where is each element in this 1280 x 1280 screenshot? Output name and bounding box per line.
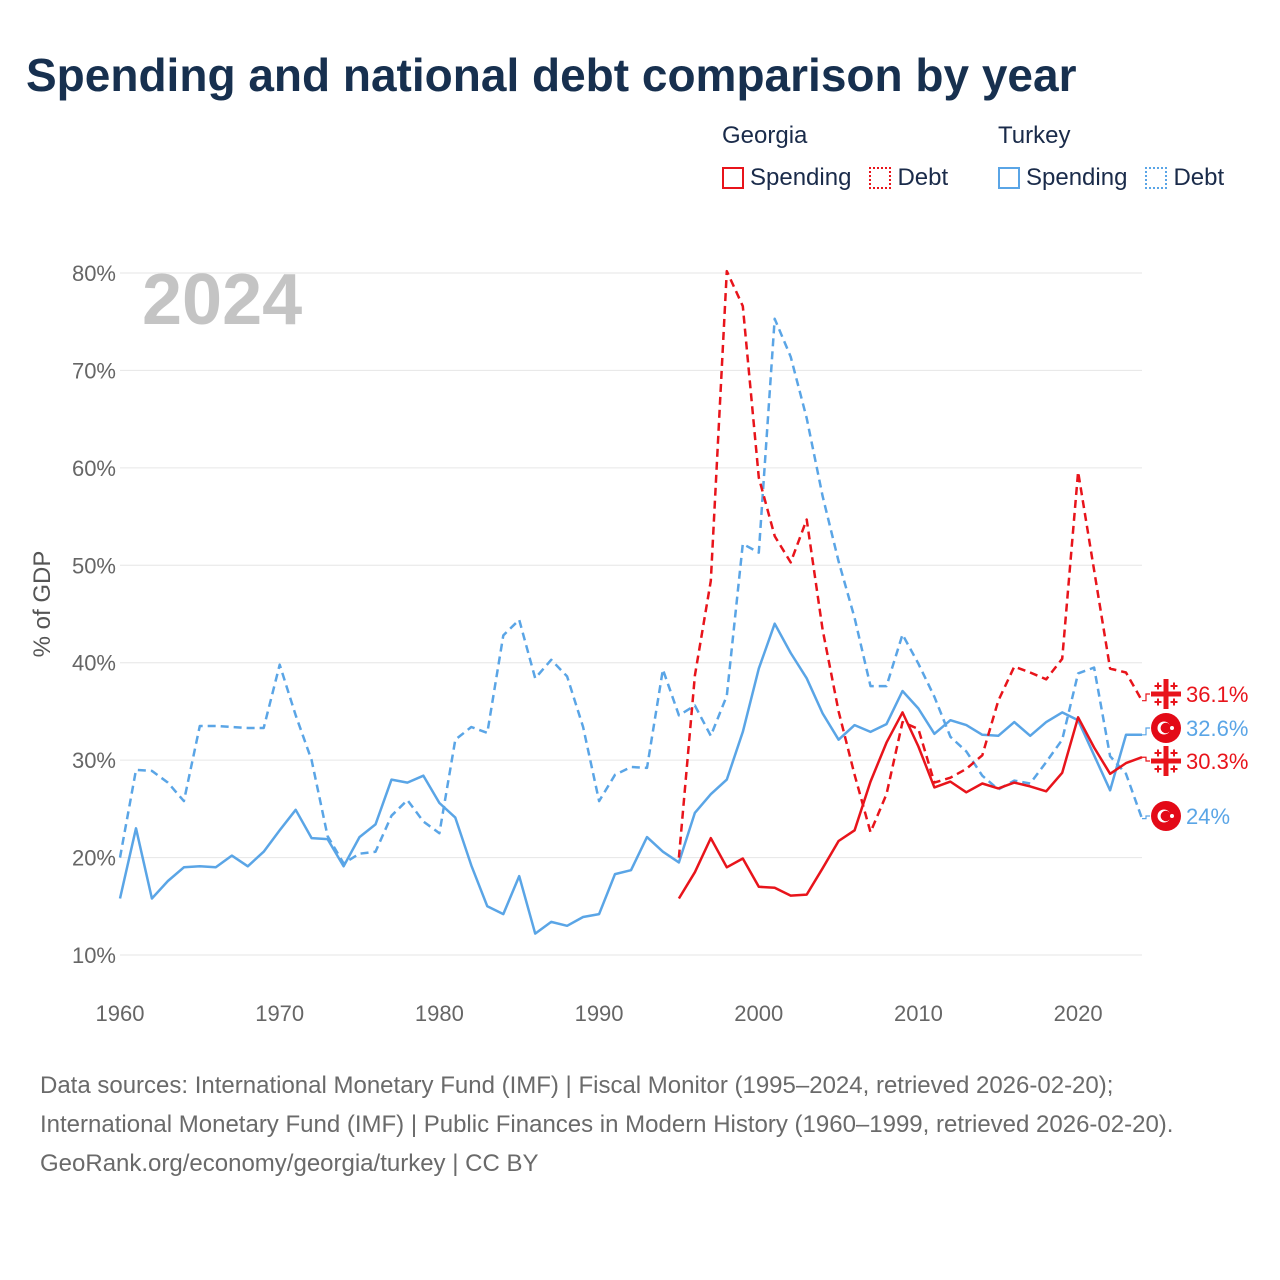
- legend-turkey-debt[interactable]: Debt: [1145, 164, 1224, 192]
- end-labels: 32.6% 24% 30.3% 36.1%: [1142, 679, 1248, 831]
- legend-solid-swatch-icon: [722, 167, 744, 189]
- y-tick-label: 20%: [72, 846, 116, 871]
- flag-small-cross: [1170, 685, 1178, 687]
- end-label-group: 24%: [1142, 801, 1230, 831]
- x-tick-label: 2020: [1054, 1001, 1103, 1026]
- year-watermark: 2024: [142, 260, 302, 340]
- legend-georgia: Georgia Spending Debt: [722, 122, 966, 192]
- flag-small-cross: [1154, 685, 1162, 687]
- chart-title: Spending and national debt comparison by…: [26, 49, 1077, 101]
- legend-georgia-debt[interactable]: Debt: [869, 164, 948, 192]
- legend-label: Spending: [1026, 164, 1128, 191]
- y-tick-label: 30%: [72, 748, 116, 773]
- series-line-georgia-spending[interactable]: [677, 711, 1143, 900]
- x-tick-label: 2010: [894, 1001, 943, 1026]
- x-tick-label: 1990: [575, 1001, 624, 1026]
- y-tick-label: 10%: [72, 943, 116, 968]
- x-tick-label: 2000: [734, 1001, 783, 1026]
- y-tick-label: 50%: [72, 553, 116, 578]
- x-tick-label: 1960: [96, 1001, 145, 1026]
- flag-small-cross: [1170, 701, 1178, 703]
- legend-dotted-swatch-icon: [1145, 167, 1168, 189]
- legend-label: Spending: [750, 164, 852, 191]
- flag-small-cross: [1154, 752, 1162, 754]
- credit-link[interactable]: GeoRank.org/economy/georgia/turkey | CC …: [40, 1150, 539, 1177]
- flag-small-cross: [1154, 701, 1162, 703]
- legend-dotted-swatch-icon: [869, 167, 892, 189]
- end-value-label: 32.6%: [1186, 716, 1248, 741]
- legend-solid-swatch-icon: [998, 167, 1020, 189]
- series-line-turkey-spending[interactable]: [118, 622, 1142, 935]
- y-axis-label: % of GDP: [29, 551, 56, 658]
- axes: 10% 20% 30% 40% 50% 60% 70% 80% 1960 1970 1980 1990…: [72, 261, 1103, 1026]
- legend-turkey-title: Turkey: [998, 122, 1071, 149]
- line-chart: 2024 % of GDP 10% 20% 30% 40% 50% 60% 70% 80% 19…: [29, 260, 1248, 1026]
- crescent-cut: [1160, 810, 1172, 822]
- end-label-connector: [1142, 815, 1150, 820]
- star-icon: [1170, 726, 1174, 730]
- end-value-label: 36.1%: [1186, 682, 1248, 707]
- y-tick-label: 80%: [72, 261, 116, 286]
- series-line-turkey-debt[interactable]: [118, 317, 1144, 865]
- footer: Data sources: International Monetary Fun…: [40, 1066, 1240, 1183]
- x-tick-label: 1970: [255, 1001, 304, 1026]
- series: [118, 269, 1144, 935]
- legend-turkey: Turkey Spending Debt: [998, 122, 1242, 192]
- crescent-cut: [1160, 722, 1172, 734]
- end-label-connector: [1142, 727, 1150, 736]
- legend-label: Debt: [897, 164, 949, 191]
- flag-small-cross: [1154, 768, 1162, 770]
- flag-small-cross: [1170, 768, 1178, 770]
- end-value-label: 24%: [1186, 804, 1230, 829]
- end-label-group: 36.1%: [1142, 679, 1248, 709]
- flag-cross-v: [1163, 746, 1169, 776]
- legend-georgia-title: Georgia: [722, 122, 808, 149]
- y-tick-label: 60%: [72, 456, 116, 481]
- flag-cross-v: [1163, 679, 1169, 709]
- series-line-georgia-debt[interactable]: [677, 269, 1144, 858]
- end-label-group: 32.6%: [1142, 713, 1248, 743]
- y-tick-label: 70%: [72, 358, 116, 383]
- legend-turkey-spending[interactable]: Spending: [998, 164, 1127, 192]
- x-tick-label: 1980: [415, 1001, 464, 1026]
- legend-label: Debt: [1173, 164, 1225, 191]
- end-label-group: 30.3%: [1142, 746, 1248, 776]
- end-label-connector: [1142, 756, 1150, 762]
- end-value-label: 30.3%: [1186, 749, 1248, 774]
- star-icon: [1170, 814, 1174, 818]
- y-tick-label: 40%: [72, 651, 116, 676]
- legend-georgia-spending[interactable]: Spending: [722, 164, 851, 192]
- grid: [120, 272, 1142, 956]
- flag-small-cross: [1170, 752, 1178, 754]
- end-label-connector: [1142, 693, 1150, 702]
- data-sources-text: Data sources: International Monetary Fun…: [40, 1072, 1174, 1138]
